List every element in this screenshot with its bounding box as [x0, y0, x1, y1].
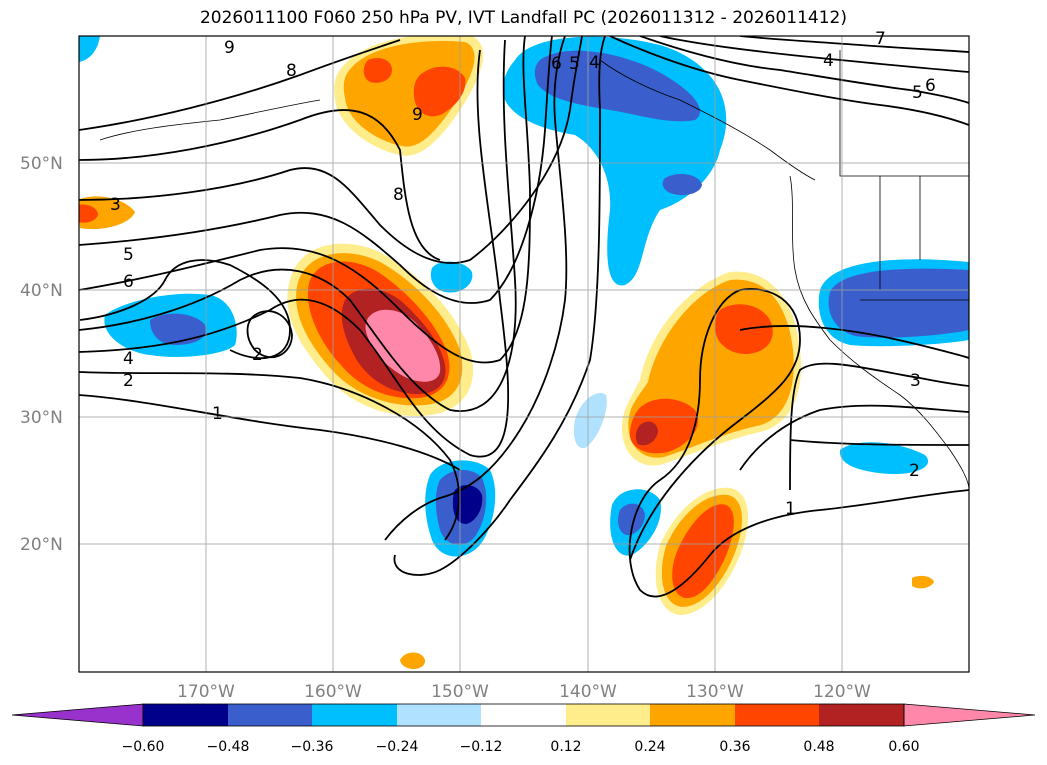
lon-labels: 170°W 160°W 150°W 140°W 130°W 120°W [177, 682, 871, 702]
colorbar-tick: 0.24 [634, 739, 665, 755]
contour-label: 6 [925, 76, 936, 96]
positive-anomaly-north [79, 204, 98, 223]
colorbar-segment [566, 704, 650, 726]
contour-label: 4 [823, 51, 834, 71]
colorbar-tick: −0.24 [376, 739, 419, 755]
positive-anomaly-east [672, 504, 734, 599]
colorbar-extend-low [11, 703, 144, 727]
positive-anomaly-east [400, 652, 426, 669]
colorbar-tick: 0.12 [550, 739, 581, 755]
contour-label: 2 [252, 345, 263, 365]
colorbar-tick: 0.60 [888, 739, 919, 755]
lon-label-170w: 170°W [177, 682, 235, 702]
gridlines [79, 36, 969, 672]
lon-label-120w: 120°W [813, 682, 871, 702]
lon-label-140w: 140°W [559, 682, 617, 702]
positive-anomaly-central [365, 309, 441, 382]
contour-label: 8 [393, 185, 404, 205]
contour-label: 3 [110, 195, 121, 215]
contour-label: 6 [123, 272, 134, 292]
negative-anomaly-central [430, 261, 473, 293]
positive-anomaly-north [413, 66, 466, 117]
colorbar-segment [312, 704, 397, 726]
map-title: 2026011100 F060 250 hPa PV, IVT Landfall… [199, 8, 847, 28]
contour-label: 2 [909, 461, 920, 481]
contour-label: 4 [589, 53, 600, 73]
contour-label: 5 [569, 54, 580, 74]
negative-anomaly-east [828, 268, 969, 338]
contour-label: 8 [286, 61, 297, 81]
negative-anomaly-south [573, 392, 607, 449]
colorbar-segment [228, 704, 312, 726]
colorbar-tick: −0.60 [122, 739, 165, 755]
contour-label: 2 [123, 371, 134, 391]
colorbar-tick: −0.36 [291, 739, 334, 755]
colorbar-segment [735, 704, 819, 726]
colorbar-segment [819, 704, 904, 726]
lon-label-150w: 150°W [431, 682, 489, 702]
positive-anomaly-east [635, 421, 658, 446]
lat-label-40: 40°N [20, 281, 63, 301]
coastline-layer [99, 50, 969, 491]
colorbar-frame [142, 703, 905, 727]
shaded-field [79, 36, 969, 669]
negative-anomaly-south [839, 442, 929, 475]
lon-label-130w: 130°W [686, 682, 744, 702]
negative-anomaly-central [618, 503, 645, 536]
lat-label-50: 50°N [20, 154, 63, 174]
negative-anomaly-west [150, 313, 206, 345]
positive-anomaly-east [912, 575, 934, 589]
lon-label-160w: 160°W [304, 682, 362, 702]
map-frame [78, 35, 970, 673]
positive-anomaly-north [363, 58, 392, 83]
lat-label-30: 30°N [20, 408, 63, 428]
lat-label-20: 20°N [20, 535, 63, 555]
positive-anomaly-north [79, 196, 135, 230]
colorbar-extend-high [903, 703, 1036, 727]
negative-anomaly-northeast [662, 174, 702, 196]
lat-labels: 20°N 30°N 40°N 50°N [20, 154, 63, 555]
colorbar-segment [397, 704, 481, 726]
contour-label: 9 [412, 105, 423, 125]
negative-anomaly-north [79, 36, 100, 62]
contour-label: 1 [212, 404, 223, 424]
colorbar-tick: −0.12 [460, 739, 503, 755]
contour-label: 9 [224, 38, 235, 58]
colorbar-segment [143, 704, 228, 726]
contour-label: 5 [123, 245, 134, 265]
colorbar-tick: 0.48 [803, 739, 834, 755]
pv-contours [79, 36, 969, 598]
colorbar-segment [481, 704, 566, 726]
contour-label: 6 [551, 54, 562, 74]
colorbar: −0.60 −0.48 −0.36 −0.24 −0.12 0.12 0.24 … [11, 703, 1036, 755]
contour-label: 7 [875, 29, 886, 49]
colorbar-tick: −0.48 [207, 739, 250, 755]
contour-label: 5 [912, 83, 923, 103]
contour-label: 4 [123, 349, 134, 369]
contour-label: 3 [910, 371, 921, 391]
colorbar-tick: 0.36 [719, 739, 750, 755]
contour-labels: 9 8 9 8 3 5 6 4 2 1 2 6 5 4 4 5 6 7 3 2 … [110, 29, 936, 519]
colorbar-segment [650, 704, 735, 726]
contour-label: 1 [785, 499, 796, 519]
